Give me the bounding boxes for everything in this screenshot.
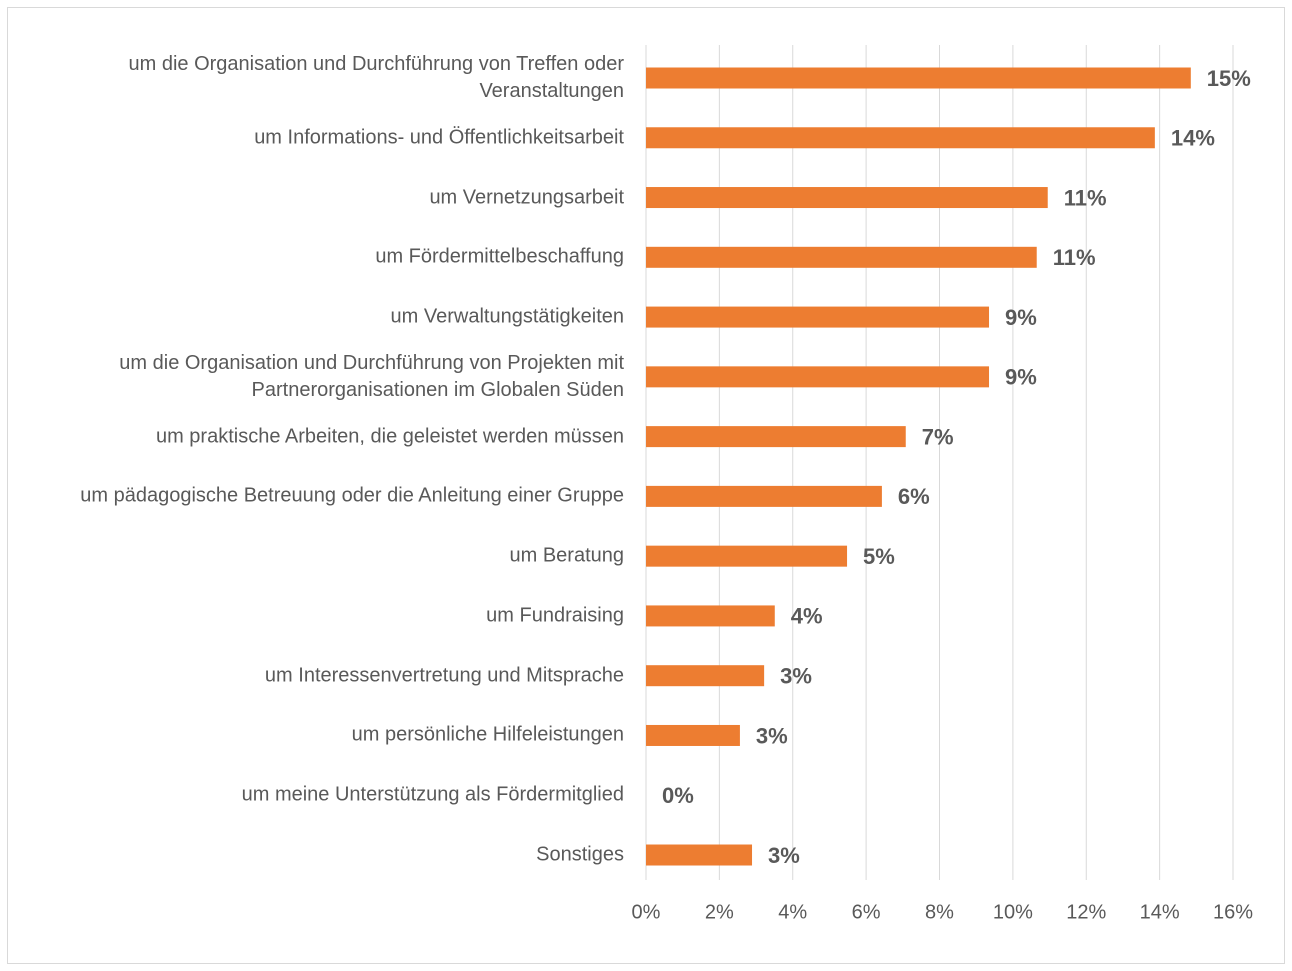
category-label: Sonstiges — [536, 843, 624, 866]
category-label: um pädagogische Betreuung oder die Anlei… — [80, 484, 624, 507]
category-label: um persönliche Hilfeleistungen — [351, 723, 624, 746]
bar — [646, 67, 1191, 89]
chart-border — [7, 7, 1285, 964]
bar — [646, 605, 775, 627]
value-label: 6% — [898, 484, 930, 509]
category-label: um Interessenvertretung und Mitsprache — [264, 664, 624, 687]
x-tick-label: 0% — [632, 901, 661, 923]
x-tick-label: 12% — [1066, 901, 1106, 923]
category-label: um Informations- und Öffentlichkeitsarbe… — [254, 126, 624, 149]
value-label: 3% — [780, 664, 812, 689]
value-label: 7% — [922, 424, 954, 449]
bar — [646, 306, 990, 328]
bar — [646, 127, 1155, 149]
bar — [646, 844, 753, 866]
value-label: 9% — [1005, 365, 1037, 390]
category-label: um Fundraising — [486, 604, 624, 627]
category-label: um Fördermittelbeschaffung — [375, 245, 624, 268]
category-label: um Vernetzungsarbeit — [429, 186, 624, 209]
bar — [646, 724, 740, 746]
x-tick-label: 2% — [705, 901, 734, 923]
bar — [646, 665, 765, 687]
x-tick-label: 16% — [1213, 901, 1253, 923]
value-label: 11% — [1064, 185, 1107, 210]
value-label: 9% — [1005, 305, 1037, 330]
value-label: 14% — [1171, 126, 1215, 151]
value-label: 11% — [1053, 245, 1096, 270]
category-label: um die Organisation und Durchführung von… — [128, 53, 625, 102]
bar — [646, 187, 1048, 209]
category-label: um Beratung — [509, 544, 624, 567]
bar — [646, 246, 1037, 268]
bar — [646, 545, 848, 567]
category-label: um meine Unterstützung als Fördermitglie… — [241, 783, 624, 806]
x-tick-label: 10% — [993, 901, 1033, 923]
bar — [646, 366, 990, 388]
category-label: um die Organisation und Durchführung von… — [119, 351, 624, 401]
value-label: 3% — [768, 843, 800, 868]
x-tick-label: 6% — [852, 901, 881, 923]
value-label: 0% — [662, 783, 694, 808]
x-tick-label: 8% — [925, 901, 954, 923]
x-tick-label: 14% — [1140, 901, 1180, 923]
value-label: 15% — [1207, 66, 1251, 91]
category-label: um Verwaltungstätigkeiten — [390, 305, 624, 328]
value-label: 3% — [756, 723, 788, 748]
category-label: um praktische Arbeiten, die geleistet we… — [155, 425, 624, 448]
bar — [646, 426, 906, 448]
bar — [646, 485, 882, 507]
x-tick-label: 4% — [778, 901, 807, 923]
value-label: 4% — [791, 604, 823, 629]
value-label: 5% — [863, 544, 895, 569]
